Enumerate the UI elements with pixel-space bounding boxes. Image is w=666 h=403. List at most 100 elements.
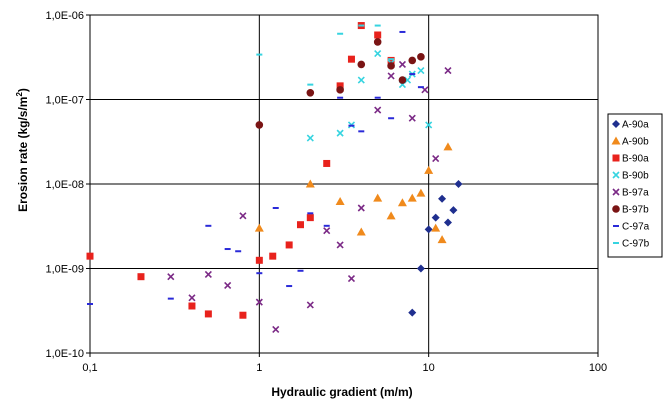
legend-label-a-90b: A-90b [622,137,649,148]
point-b-97a [357,204,365,212]
point-b-97b [408,56,417,65]
point-a-90a [431,213,440,222]
point-a-90a [454,180,463,188]
y-tick-label: 1,0E-06 [45,10,84,22]
legend-item-b-97a: B-97a [612,188,649,199]
legend-item-b-90a: B-90a [612,154,649,165]
point-a-90b [397,198,407,207]
point-a-90b [254,223,264,232]
legend-marker-a-90a [612,120,620,128]
point-a-90b [431,223,441,232]
y-axis-title-main: Erosion rate (kg/s/m [16,97,30,212]
y-tick-label: 1,0E-08 [45,179,84,191]
point-b-90a [255,256,263,264]
point-b-97a [347,275,356,283]
legend-label-c-97a: C-97a [622,222,650,233]
legend-label-b-90b: B-90b [622,171,649,182]
legend-box [607,113,663,258]
series-b-90a [86,22,395,319]
point-b-90b [357,76,365,84]
point-a-90b [437,235,447,244]
point-b-97a [306,301,314,309]
point-b-97a [398,60,407,69]
y-axis-title-superscript: 2 [15,92,24,97]
point-b-90b [374,49,382,58]
point-b-97a [188,294,196,302]
point-a-90a [449,206,458,215]
point-b-97b [255,121,264,129]
point-b-97a [272,325,280,334]
legend-label-b-97a: B-97a [622,188,649,199]
point-a-90a [408,308,417,317]
y-axis-ticks: 1,0E-10 1,0E-09 1,0E-08 1,0E-07 1,0E-06 [45,10,90,360]
point-b-90a [239,311,247,319]
point-b-90b [336,129,344,137]
point-b-97a [336,241,344,249]
legend-item-a-90b: A-90b [611,136,649,148]
series-a-90b [254,142,453,244]
point-b-97b [357,60,366,69]
point-b-97b [336,86,344,94]
point-b-97a [408,114,416,122]
point-b-90a [387,56,395,64]
point-b-97a [167,273,175,281]
point-b-97b [417,53,425,61]
series-b-97b [255,38,425,129]
point-a-90b [424,165,434,174]
legend-marker-b-90b [612,171,620,179]
legend-item-c-97a: C-97a [613,222,650,233]
point-a-90b [305,179,315,188]
point-a-90b [356,227,366,236]
point-b-90a [269,252,277,260]
series-b-97a [167,60,452,334]
y-axis-title: Erosion rate (kg/s/m2) [15,88,30,212]
y-tick-label: 1,0E-10 [45,348,84,360]
point-a-90b [335,197,345,206]
x-tick-label: 100 [589,362,607,374]
point-b-97a [239,212,247,220]
point-a-90b [416,188,426,197]
legend-label-b-90a: B-90a [622,154,649,165]
legend-item-c-97b: C-97b [613,239,650,250]
point-a-90b [407,193,417,202]
legend-marker-b-90a [612,154,620,162]
legend-marker-b-97b [612,205,620,213]
point-b-90a [188,302,196,310]
point-a-90b [373,193,383,202]
grid-lines [89,14,599,354]
x-axis-title: Hydraulic gradient (m/m) [271,385,412,399]
point-a-90a [443,218,452,227]
series-c-97a [87,30,424,306]
data-points [86,22,463,334]
point-b-97b [306,89,315,97]
point-b-90a [285,241,293,249]
legend-label-c-97b: C-97b [622,239,650,250]
point-b-90a [204,310,212,318]
series-a-90a [408,180,463,317]
point-b-90a [137,273,145,281]
x-tick-label: 1 [256,362,262,374]
series-c-97b [256,24,395,86]
point-a-90a [424,225,433,234]
x-axis-ticks: 0,1 1 10 100 [82,353,607,374]
point-b-90a [296,221,304,229]
legend-marker-a-90b [611,136,621,145]
y-tick-label: 1,0E-07 [45,95,84,107]
point-b-97b [387,62,395,70]
point-b-97a [323,227,331,235]
point-b-97a [444,66,452,75]
point-b-90b [417,66,425,75]
point-a-90a [416,264,425,273]
point-b-90a [374,31,382,39]
point-b-90a [323,159,331,167]
point-b-90a [306,214,314,222]
legend-label-a-90a: A-90a [622,120,649,131]
y-tick-label: 1,0E-09 [45,264,84,276]
point-b-97a [432,154,440,163]
point-b-97a [387,72,395,80]
legend-item-a-90a: A-90a [612,120,649,131]
point-a-90a [438,194,447,203]
point-b-97a [224,281,232,290]
x-tick-label: 0,1 [82,362,97,374]
